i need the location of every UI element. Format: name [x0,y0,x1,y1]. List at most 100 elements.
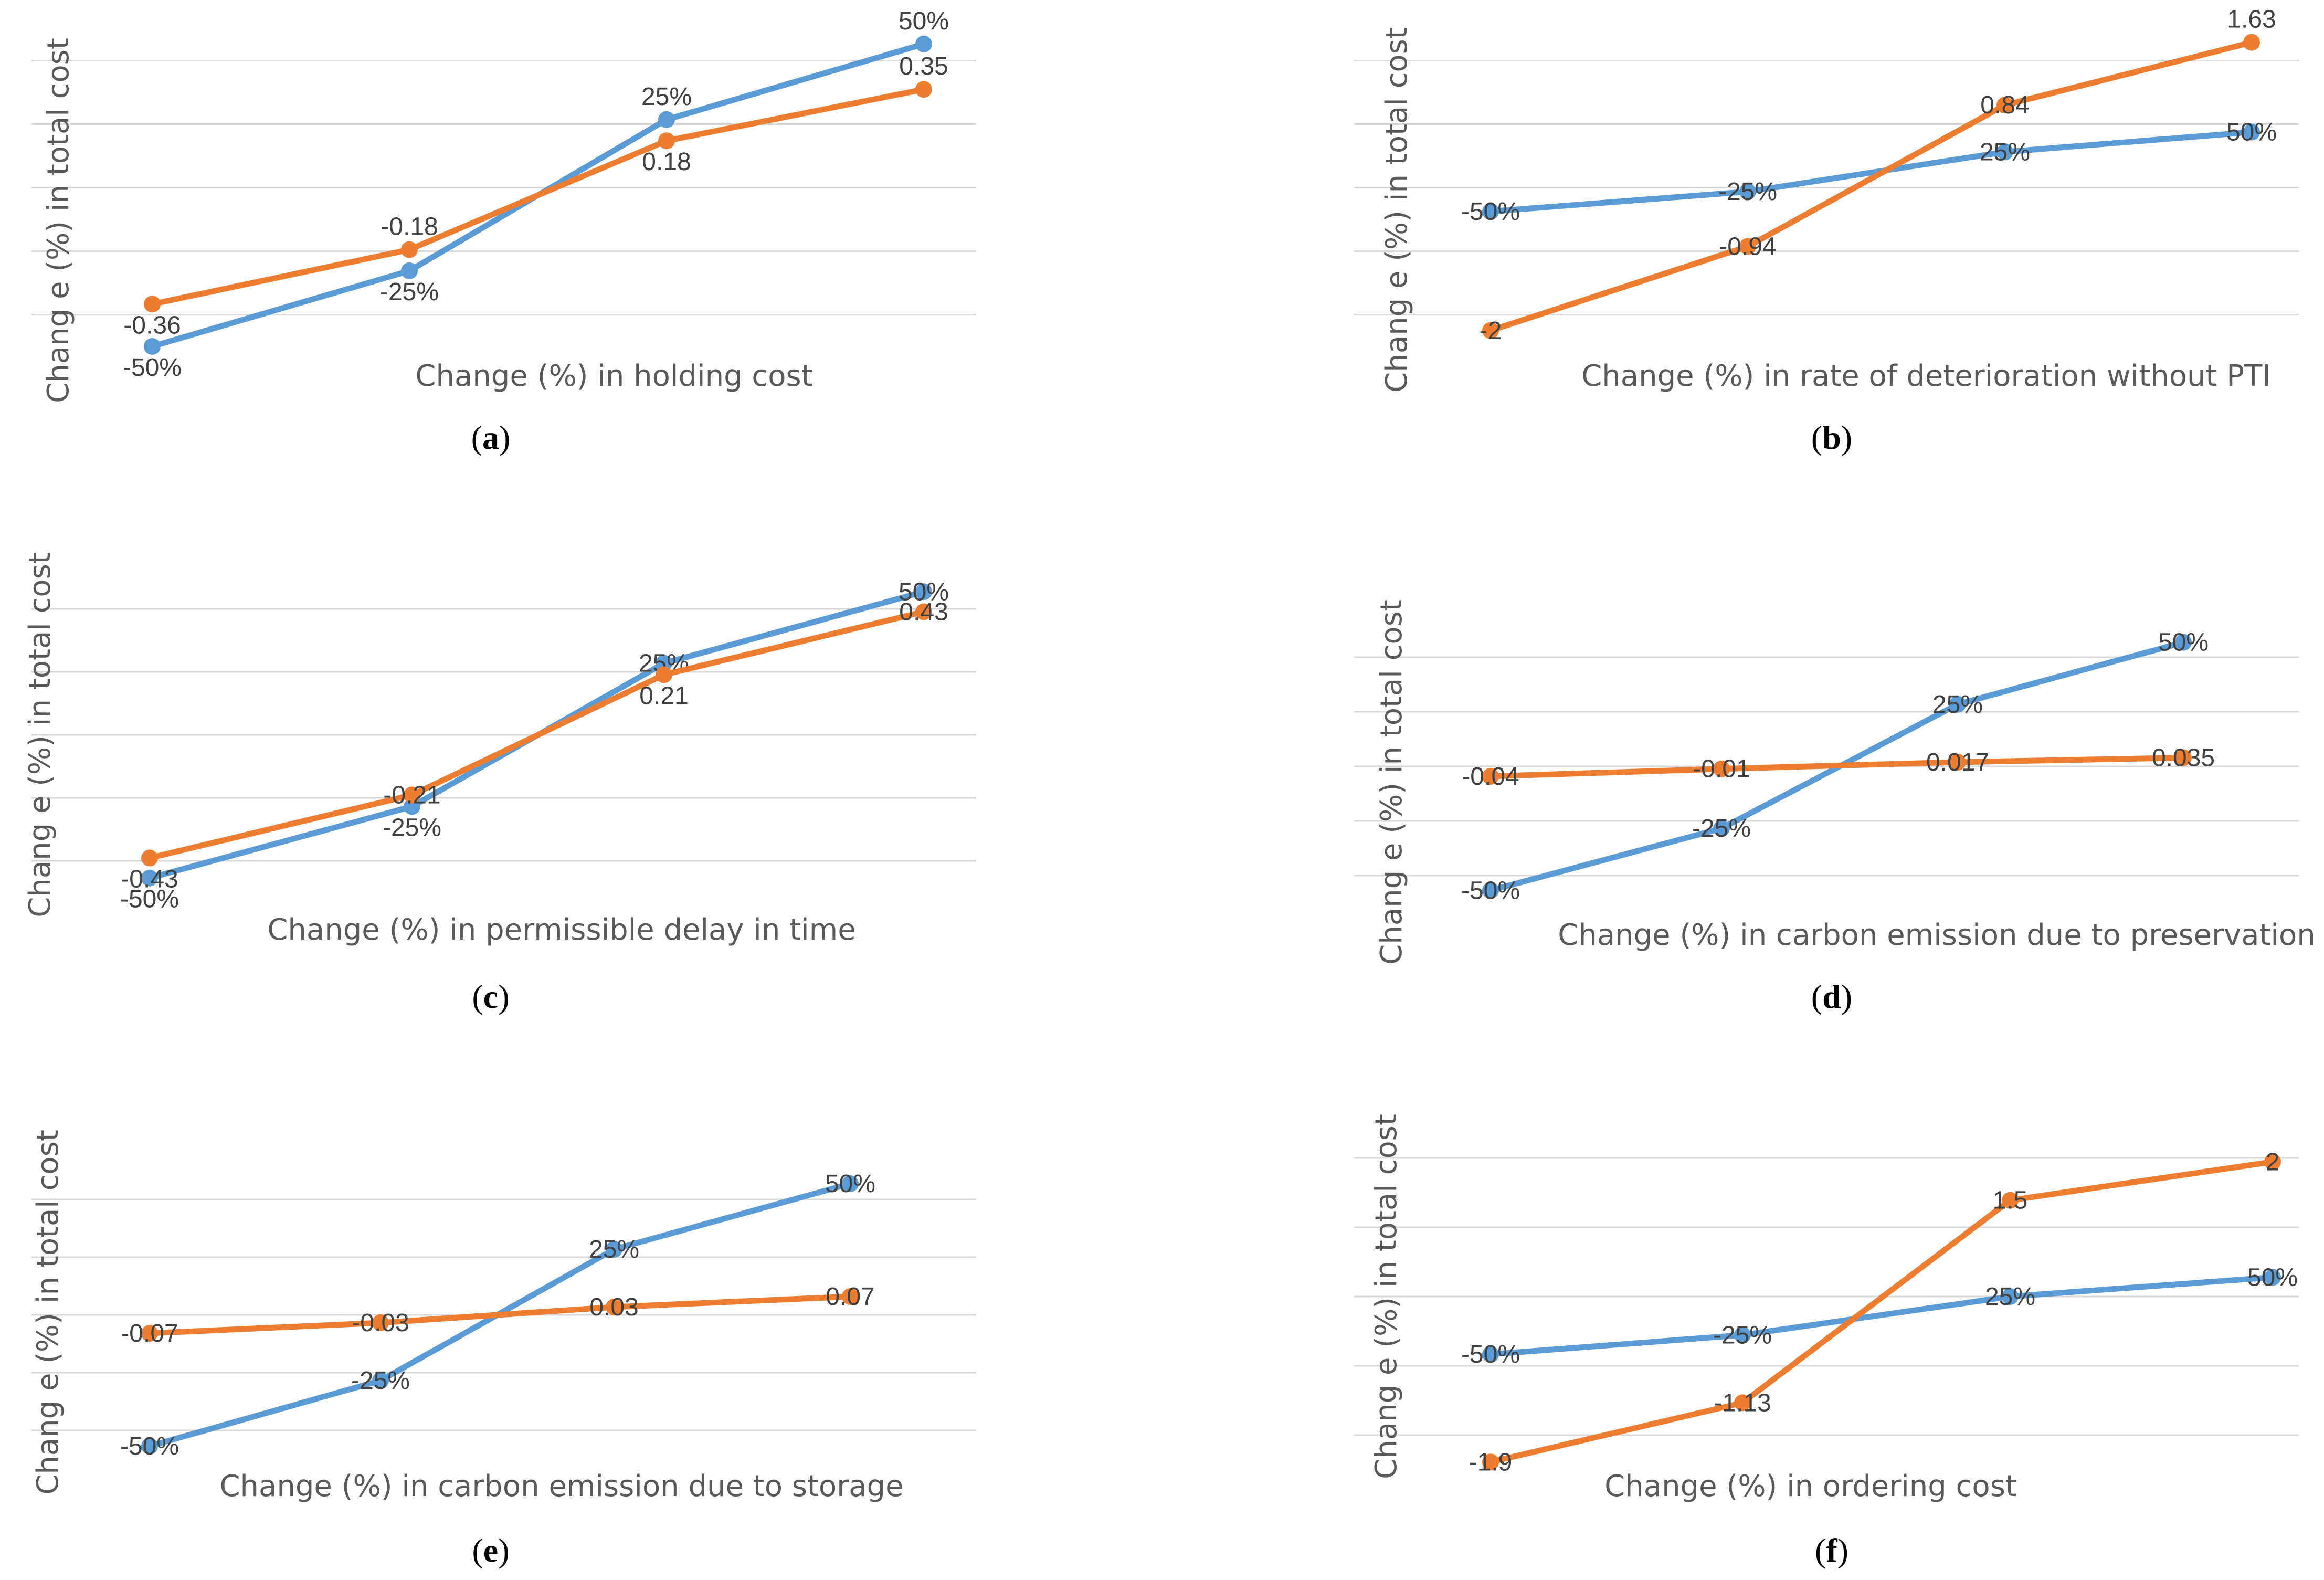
panel-caption: (a) [471,419,511,456]
data-point [2175,634,2192,651]
data-label: -25% [1718,178,1777,206]
data-label: -50% [120,886,179,913]
y-axis-title: Chang e (%) in total cost [41,38,76,403]
data-point [401,262,418,279]
data-label: -50% [1461,198,1520,226]
data-label: -50% [123,354,182,382]
data-label: -50% [1461,1341,1520,1368]
data-point [606,1299,622,1315]
data-point [1482,767,1499,785]
data-label: -0.94 [1719,233,1776,260]
data-label: 0.21 [639,682,688,710]
data-point [842,1288,859,1305]
data-label: -25% [351,1367,410,1395]
panel-caption: (d) [1811,978,1852,1015]
data-point [2002,1288,2019,1305]
value-series-line [1487,1158,2276,1465]
y-axis-title: Chang e (%) in total cost [23,552,57,918]
value-series-line [149,86,927,307]
data-point [141,849,158,867]
data-point [144,338,161,355]
data-label: -0.01 [1693,755,1750,783]
data-point [606,1241,622,1258]
data-label: -0.03 [352,1309,409,1337]
data-label: -50% [1461,877,1520,904]
chart-panel-f: -50% -25% 25% 50% -1.9 -1.13 1.5 2 Change (%) in… [1354,1114,2299,1569]
data-label: 0.35 [899,52,948,80]
data-point [2243,34,2260,51]
data-point [1734,1326,1751,1344]
data-point [658,111,675,128]
chart-panel-a: -50% -25% 25% 50% -0.36 -0.18 0.18 0.35 Change (… [31,7,976,456]
data-label: -25% [383,814,441,841]
data-point [1482,1346,1499,1363]
x-axis-title: Change (%) in carbon emission due to sto… [219,1469,903,1503]
data-label: -0.43 [121,866,178,893]
data-point [1482,203,1499,220]
data-label: -0.18 [381,213,438,241]
data-label: 25% [589,1236,639,1263]
data-point [401,241,418,258]
data-label: 0.017 [1926,749,1989,776]
percent-series-line [1487,1274,2276,1357]
value-series-line [146,608,927,861]
data-label: -2 [1480,317,1502,345]
data-label: 50% [825,1170,875,1198]
data-point [141,1325,158,1342]
data-label: -25% [380,278,439,306]
data-label: -0.04 [1462,763,1519,791]
data-label: 0.035 [2152,744,2215,772]
data-label: -0.21 [383,782,440,809]
chart-panel-e: -50% -25% 25% 50% -0.07 -0.03 0.03 0.07 Change (… [31,1130,976,1569]
data-point [372,1372,389,1389]
data-point [1739,183,1756,201]
data-label: -1.13 [1714,1389,1771,1417]
data-label: -0.07 [121,1320,178,1347]
data-label: -25% [1713,1321,1772,1349]
data-label: 0.84 [1980,91,2029,119]
chart-panel-d: -50% -25% 25% 50% -0.04 -0.01 0.017 0.035 Change… [1354,599,2316,1015]
y-axis-title: Chang e (%) in total cost [31,1130,65,1495]
data-point [1734,1394,1751,1412]
data-label: 25% [641,83,692,111]
data-point [1739,238,1756,255]
data-label: 0.03 [589,1293,638,1321]
data-label: 1.63 [2227,6,2276,34]
panel-caption: (e) [472,1532,509,1569]
data-point [1996,97,2013,114]
data-label: 0.18 [642,148,691,176]
data-label: 1.5 [1993,1187,2028,1215]
data-label: 50% [899,578,949,606]
data-label: 0.43 [899,598,948,626]
data-label: -50% [120,1432,179,1460]
data-point [1482,322,1499,339]
data-point [1713,760,1730,777]
data-point [1713,820,1730,837]
data-label: 50% [2158,629,2209,657]
panel-caption: (f) [1815,1532,1848,1569]
data-point [915,583,932,601]
data-label: 25% [1985,1283,2035,1311]
value-series-line [146,1293,853,1336]
data-point [404,786,420,804]
x-axis-title: Change (%) in ordering cost [1604,1469,2017,1503]
data-point [1949,753,1966,771]
data-point [1482,1453,1499,1471]
panel-caption: (b) [1811,419,1852,456]
data-label: 50% [2247,1263,2298,1291]
panel-caption: (c) [472,978,509,1015]
data-point [915,81,932,98]
data-point [1949,696,1966,713]
data-point [1482,882,1499,899]
value-series-line [1487,39,2255,334]
x-axis-title: Change (%) in rate of deterioration with… [1581,359,2271,393]
data-point [372,1314,389,1331]
x-axis-title: Change (%) in carbon emission due to pre… [1558,918,2316,952]
data-point [2002,1192,2019,1209]
data-label: -1.9 [1469,1448,1513,1476]
data-label: 0.07 [826,1283,874,1311]
data-point [141,1438,158,1455]
data-point [2175,749,2192,766]
